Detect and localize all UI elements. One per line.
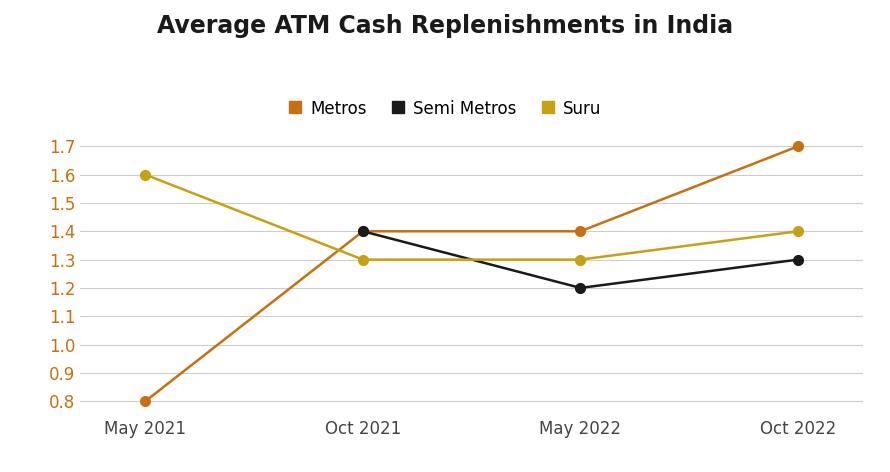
- Legend: Metros, Semi Metros, Suru: Metros, Semi Metros, Suru: [282, 93, 608, 125]
- Text: Average ATM Cash Replenishments in India: Average ATM Cash Replenishments in India: [157, 14, 733, 38]
